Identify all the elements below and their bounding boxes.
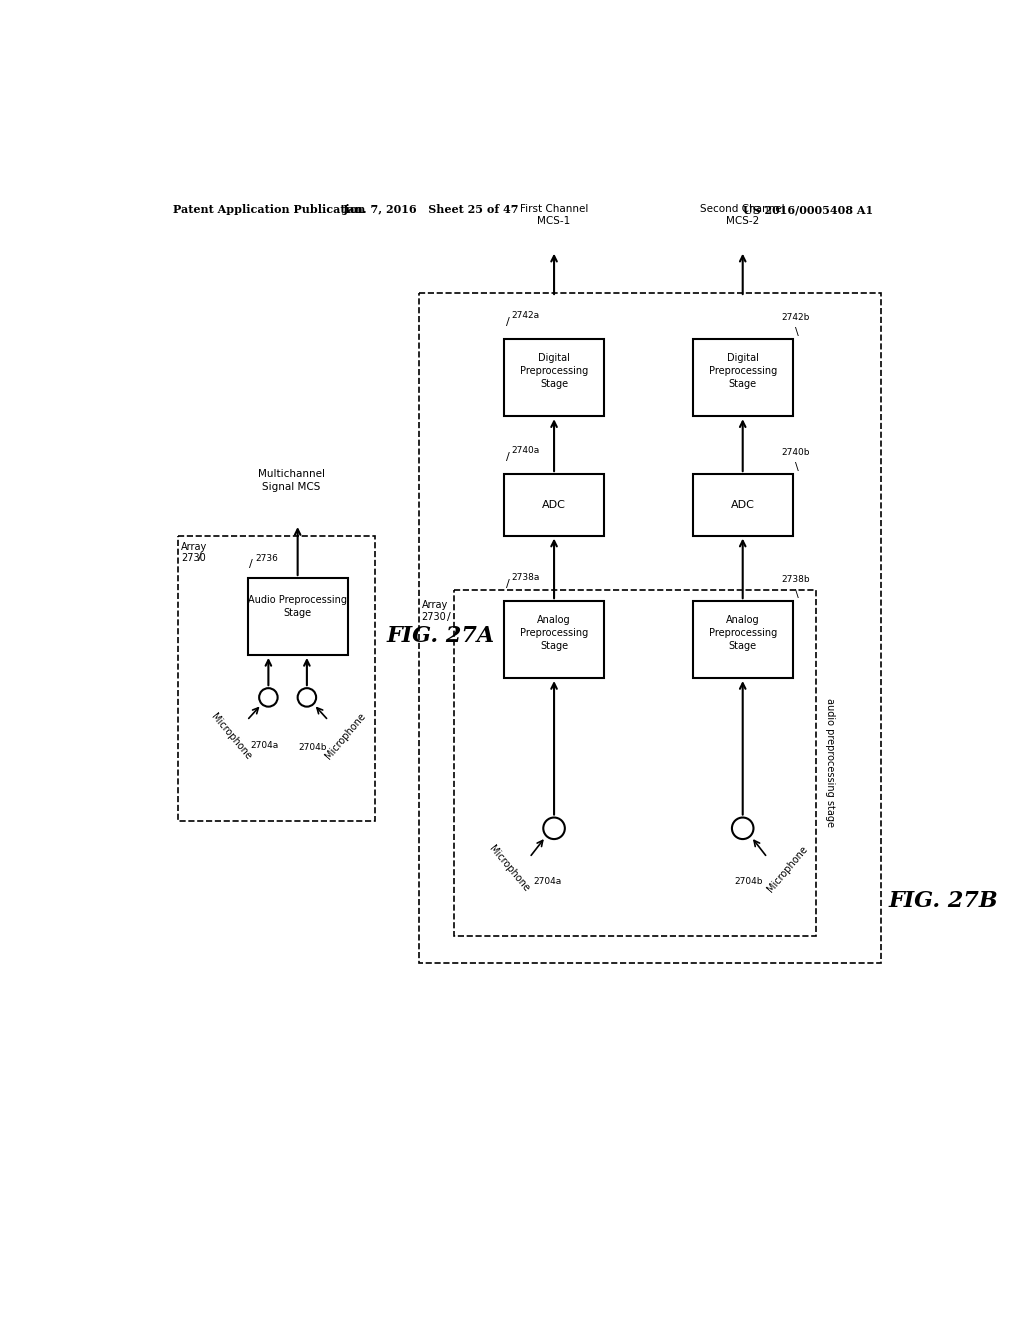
Text: Stage: Stage <box>729 642 757 651</box>
Text: FIG. 27B: FIG. 27B <box>889 891 998 912</box>
Text: 2740a: 2740a <box>512 446 540 454</box>
Text: Microphone: Microphone <box>209 711 253 762</box>
Text: Audio Preprocessing: Audio Preprocessing <box>248 594 347 605</box>
Text: Analog: Analog <box>538 615 570 624</box>
Text: Digital: Digital <box>539 352 570 363</box>
Text: Array: Array <box>181 543 208 552</box>
Text: /: / <box>446 611 451 622</box>
Bar <box>504 339 604 416</box>
Text: 2730: 2730 <box>422 611 446 622</box>
Text: 2704b: 2704b <box>734 876 763 886</box>
Text: MCS-2: MCS-2 <box>726 216 760 226</box>
Text: US 2016/0005408 A1: US 2016/0005408 A1 <box>743 205 873 215</box>
Bar <box>248 578 348 655</box>
Text: 2730: 2730 <box>181 553 206 562</box>
Text: 2704b: 2704b <box>299 743 328 752</box>
Text: Stage: Stage <box>284 607 311 618</box>
Text: Stage: Stage <box>729 379 757 389</box>
Text: Second Channel: Second Channel <box>700 205 785 214</box>
Text: ADC: ADC <box>542 500 566 510</box>
Bar <box>692 601 793 678</box>
Text: Stage: Stage <box>540 642 568 651</box>
Text: Array: Array <box>422 601 447 610</box>
Text: Signal MCS: Signal MCS <box>262 482 321 492</box>
Text: /: / <box>506 318 509 327</box>
Text: Preprocessing: Preprocessing <box>709 366 777 376</box>
Text: Preprocessing: Preprocessing <box>520 366 588 376</box>
Text: MCS-1: MCS-1 <box>538 216 570 226</box>
Text: 2704a: 2704a <box>534 876 562 886</box>
Text: Microphone: Microphone <box>324 711 368 762</box>
Text: First Channel: First Channel <box>520 205 588 214</box>
Text: Patent Application Publication: Patent Application Publication <box>173 205 366 215</box>
Text: 2704a: 2704a <box>251 741 279 750</box>
Text: Multichannel: Multichannel <box>258 469 325 479</box>
Text: \: \ <box>795 327 799 338</box>
Text: 2742b: 2742b <box>781 313 810 322</box>
Text: Preprocessing: Preprocessing <box>709 628 777 638</box>
Text: 2736: 2736 <box>255 553 279 562</box>
Bar <box>504 601 604 678</box>
Text: /: / <box>249 560 253 569</box>
Bar <box>419 293 882 964</box>
Text: Preprocessing: Preprocessing <box>520 628 588 638</box>
Text: \: \ <box>795 589 799 599</box>
Text: Stage: Stage <box>540 379 568 389</box>
Text: Analog: Analog <box>726 615 760 624</box>
Text: Jan. 7, 2016   Sheet 25 of 47: Jan. 7, 2016 Sheet 25 of 47 <box>343 205 519 215</box>
Text: Microphone: Microphone <box>486 843 531 894</box>
Bar <box>178 536 375 821</box>
Bar <box>504 474 604 536</box>
Text: 2742a: 2742a <box>512 310 540 319</box>
Text: /: / <box>506 453 509 462</box>
Text: Microphone: Microphone <box>766 843 810 894</box>
Text: /: / <box>506 579 509 589</box>
Text: Digital: Digital <box>727 352 759 363</box>
Text: 2738a: 2738a <box>512 573 540 582</box>
Bar <box>692 474 793 536</box>
Text: ADC: ADC <box>731 500 755 510</box>
Text: 2740b: 2740b <box>781 447 810 457</box>
Text: \: \ <box>795 462 799 473</box>
Bar <box>454 590 816 936</box>
Bar <box>692 339 793 416</box>
Text: FIG. 27A: FIG. 27A <box>386 624 495 647</box>
Text: audio preprocessing stage: audio preprocessing stage <box>824 698 835 828</box>
Text: /: / <box>198 552 202 562</box>
Text: 2738b: 2738b <box>781 576 810 583</box>
